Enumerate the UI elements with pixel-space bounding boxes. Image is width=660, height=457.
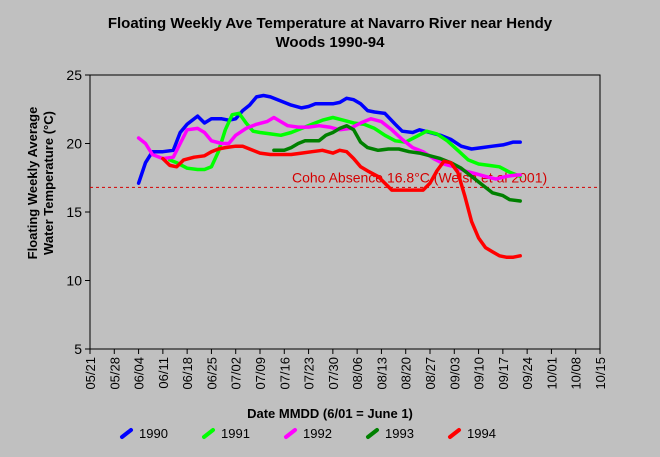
x-tick-label: 06/11 xyxy=(156,357,171,389)
series-line-1993 xyxy=(272,123,522,203)
threshold-group: Coho Absence 16.8°C (Welsh et al 2001) xyxy=(90,169,600,188)
legend: 1990 1991 1992 1993 1994 xyxy=(120,426,496,441)
x-tick-label: 08/13 xyxy=(374,357,389,390)
legend-label-1994: 1994 xyxy=(467,426,496,441)
x-tick-label: 10/15 xyxy=(593,357,608,390)
x-tick-label: 10/08 xyxy=(569,357,584,390)
legend-label-1992: 1992 xyxy=(303,426,332,441)
x-tick-label: 07/16 xyxy=(277,357,292,390)
x-tick-label: 06/25 xyxy=(204,357,219,390)
y-axis-label: Water Temperature (°C) xyxy=(41,111,56,255)
legend-swatch-1992 xyxy=(284,428,297,439)
series-group xyxy=(136,93,522,259)
series-line-1990 xyxy=(136,93,522,185)
x-tick-label: 09/10 xyxy=(472,357,487,390)
legend-swatch-1994 xyxy=(448,428,461,439)
y-tick-label: 15 xyxy=(66,204,82,220)
series-line-1994 xyxy=(161,144,522,259)
legend-label-1991: 1991 xyxy=(221,426,250,441)
x-axis-label: Date MMDD (6/01 = June 1) xyxy=(247,406,413,421)
y-tick-label: 25 xyxy=(66,67,82,83)
x-tick-label: 05/21 xyxy=(83,357,98,390)
y-tick-label: 5 xyxy=(74,341,82,357)
chart-title: Floating Weekly Ave Temperature at Navar… xyxy=(107,15,553,51)
x-tick-label: 08/20 xyxy=(399,357,414,390)
legend-swatch-1990 xyxy=(120,428,133,439)
x-tick-label: 07/09 xyxy=(253,357,268,390)
threshold-label: Coho Absence 16.8°C (Welsh et al 2001) xyxy=(292,169,547,185)
y-axis-label: Floating Weekly Average xyxy=(25,107,40,260)
x-tick-label: 10/01 xyxy=(544,357,559,390)
legend-swatch-1991 xyxy=(202,428,215,439)
plot-area xyxy=(89,74,601,350)
axis-labels: Date MMDD (6/01 = June 1) Floating Weekly… xyxy=(25,107,413,421)
axis-ticks: 5 10 15 20 25 05/21 05/28 06/04 06/11 06/18 06/25 0… xyxy=(66,67,608,390)
x-tick-label: 07/23 xyxy=(302,357,317,390)
x-tick-label: 07/30 xyxy=(326,357,341,390)
legend-label-1993: 1993 xyxy=(385,426,414,441)
x-tick-label: 08/27 xyxy=(423,357,438,390)
x-tick-label: 06/04 xyxy=(132,357,147,390)
x-tick-label: 09/24 xyxy=(520,357,535,390)
x-tick-label: 07/02 xyxy=(229,357,244,390)
legend-label-1990: 1990 xyxy=(139,426,168,441)
y-tick-label: 20 xyxy=(66,136,82,152)
x-tick-label: 08/06 xyxy=(350,357,365,390)
y-tick-label: 10 xyxy=(66,273,82,289)
x-tick-label: 09/03 xyxy=(447,357,462,390)
x-tick-label: 05/28 xyxy=(107,357,122,390)
x-tick-label: 06/18 xyxy=(180,357,195,390)
legend-swatch-1993 xyxy=(366,428,379,439)
x-tick-label: 09/17 xyxy=(496,357,511,390)
